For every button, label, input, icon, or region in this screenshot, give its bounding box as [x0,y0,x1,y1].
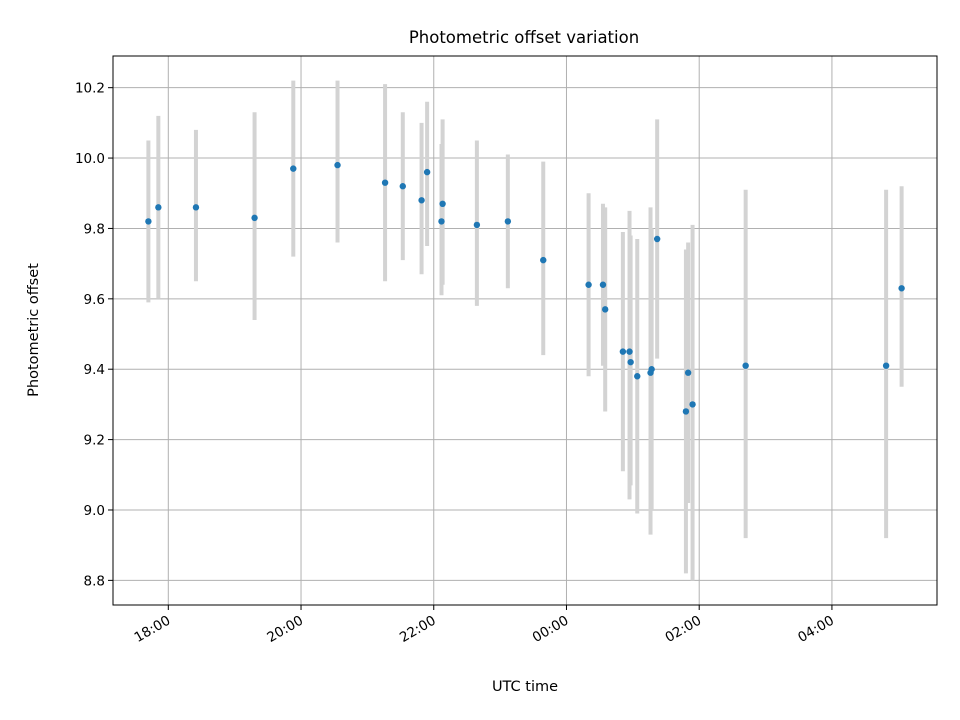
data-point [540,256,547,264]
chart-title: Photometric offset variation [409,28,639,47]
plot-frame [112,55,938,606]
data-point [627,358,634,366]
data-point [334,161,341,169]
data-point [251,214,258,222]
grid-lines [113,56,937,605]
y-tick-label: 9.8 [84,221,105,237]
y-tick-label: 9.6 [84,292,105,308]
data-points [145,161,905,415]
data-point [601,306,609,313]
data-point [634,373,641,380]
data-point [381,179,389,186]
y-axis-label: Photometric offset [26,263,42,397]
data-point [290,165,297,172]
data-point [648,366,655,373]
data-point [653,235,661,243]
x-axis-label: UTC time [492,679,558,695]
data-point [473,221,481,229]
y-tick-label: 9.2 [84,433,105,449]
data-point [423,168,431,176]
data-point [145,218,152,225]
data-point [192,204,200,211]
y-tick-label: 9.4 [84,362,105,378]
data-point [438,218,445,225]
data-point [689,401,696,408]
y-tick-label: 8.8 [84,573,105,589]
data-point [155,204,162,211]
data-point [585,281,592,288]
data-point [742,362,749,369]
data-point [599,281,607,288]
y-tick-label: 10.0 [75,151,105,167]
y-tick-label: 10.2 [75,81,105,97]
y-tick-label: 9.0 [84,503,105,519]
data-point [898,285,905,292]
y-axis-ticks: 8.8 9.0 9.2 9.4 9.6 9.8 10.0 10.2 [75,81,113,589]
data-point [418,197,425,204]
data-point [684,369,692,376]
data-point [439,200,446,208]
data-point [882,362,890,369]
data-point [626,348,633,355]
data-point [399,183,406,190]
data-point [504,218,512,225]
data-point [619,348,627,355]
data-point [682,408,690,415]
